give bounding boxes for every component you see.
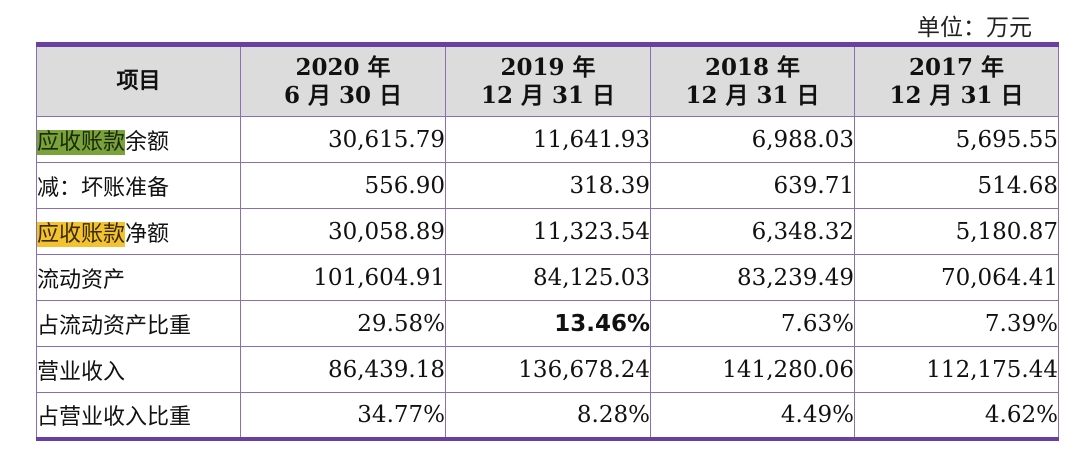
row-label: 营业收入 [36,346,241,393]
table-cell: 8.28% [445,392,651,439]
header-year: 2019 年 [500,53,596,81]
header-year: 2017 年 [908,53,1005,81]
highlighted-term: 应收账款 [37,129,126,155]
table-cell: 84,125.03 [445,254,651,301]
unit-label: 单位：万元 [917,15,1032,41]
table-cell: 556.90 [240,162,446,209]
table-cell: 83,239.49 [650,254,855,301]
header-col-2019: 2019 年 12 月 31 日 [445,44,651,117]
table-row: 流动资产 101,604.91 84,125.03 83,239.49 70,0… [36,254,1059,301]
table-cell: 6,988.03 [650,116,855,163]
header-year: 2018 年 [704,53,801,81]
header-col-2017: 2017 年 12 月 31 日 [854,44,1059,117]
row-label-rest: 余额 [125,129,170,155]
table-cell: 5,180.87 [854,208,1059,255]
table-cell: 141,280.06 [650,346,855,393]
table-cell: 5,695.55 [854,116,1059,163]
highlighted-term: 应收账款 [37,221,126,247]
table-cell: 4.49% [650,392,855,439]
table-row: 占流动资产比重 29.58% 13.46% 7.63% 7.39% [36,300,1059,347]
table-cell: 11,323.54 [445,208,651,255]
table-cell: 136,678.24 [445,346,651,393]
table-cell: 13.46% [445,300,651,347]
row-label: 应收账款余额 [36,116,241,163]
header-date: 12 月 31 日 [480,81,616,109]
table-cell: 318.39 [445,162,651,209]
header-item: 项目 [36,44,241,117]
table-row: 占营业收入比重 34.77% 8.28% 4.49% 4.62% [36,392,1059,439]
table-cell: 30,058.89 [240,208,446,255]
table-cell: 29.58% [240,300,446,347]
table-cell: 7.63% [650,300,855,347]
table-cell: 34.77% [240,392,446,439]
row-label: 占流动资产比重 [36,300,241,347]
table-row: 应收账款净额 30,058.89 11,323.54 6,348.32 5,18… [36,208,1059,255]
table-row: 应收账款余额 30,615.79 11,641.93 6,988.03 5,69… [36,116,1059,163]
header-year: 2020 年 [295,53,391,81]
table-cell: 86,439.18 [240,346,446,393]
table-cell: 70,064.41 [854,254,1059,301]
header-date: 12 月 31 日 [685,81,820,109]
header-date: 6 月 30 日 [283,81,403,109]
table-cell: 101,604.91 [240,254,446,301]
table-cell: 112,175.44 [854,346,1059,393]
table-cell: 639.71 [650,162,855,209]
row-label: 占营业收入比重 [36,392,241,439]
table-cell: 4.62% [854,392,1059,439]
row-label-rest: 净额 [125,221,170,247]
row-label: 应收账款净额 [36,208,241,255]
row-label: 减：坏账准备 [36,162,241,209]
header-col-2018: 2018 年 12 月 31 日 [650,44,855,117]
table-cell: 11,641.93 [445,116,651,163]
header-date: 12 月 31 日 [889,81,1024,109]
table-row: 营业收入 86,439.18 136,678.24 141,280.06 112… [36,346,1059,393]
table-cell: 514.68 [854,162,1059,209]
row-label: 流动资产 [36,254,241,301]
table-cell: 6,348.32 [650,208,855,255]
table-cell: 7.39% [854,300,1059,347]
table-cell: 30,615.79 [240,116,446,163]
table-row: 减：坏账准备 556.90 318.39 639.71 514.68 [36,162,1059,209]
